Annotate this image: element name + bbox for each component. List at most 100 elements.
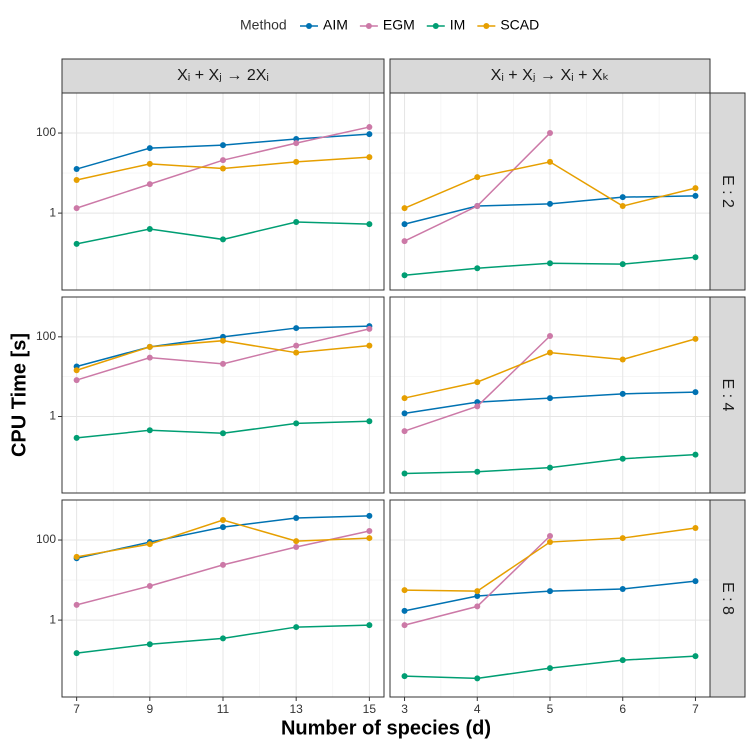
facet-strip <box>61 58 385 94</box>
data-point <box>474 603 481 610</box>
legend-title: Method <box>240 17 287 33</box>
legend-label: EGM <box>383 17 415 33</box>
y-tick-label: 1 <box>49 612 56 626</box>
data-point <box>366 528 373 535</box>
data-point <box>293 538 300 545</box>
facet-strip <box>709 296 746 494</box>
data-point <box>220 360 226 367</box>
data-point <box>547 158 553 165</box>
x-tick-label: 4 <box>474 702 481 716</box>
x-tick-label: 7 <box>73 702 80 716</box>
data-point <box>73 377 80 384</box>
facet-strip <box>709 499 746 698</box>
data-point <box>401 395 408 402</box>
data-point <box>366 418 373 425</box>
x-axis-label: Number of species (d) <box>281 717 491 739</box>
data-point <box>547 395 553 402</box>
legend-swatch-point <box>483 23 490 29</box>
data-point <box>401 221 408 228</box>
x-tick-label: 11 <box>217 702 230 716</box>
data-point <box>146 226 153 233</box>
data-point <box>692 578 699 585</box>
y-tick-label: 100 <box>36 532 56 546</box>
x-tick-label: 13 <box>290 702 304 716</box>
panel-border <box>389 499 711 698</box>
data-point <box>366 154 373 161</box>
data-point <box>474 174 481 181</box>
data-point <box>146 427 153 434</box>
data-point <box>293 543 300 550</box>
panel-border <box>389 92 711 291</box>
data-point <box>73 367 80 374</box>
y-tick-label: 100 <box>36 329 56 343</box>
legend-swatch-point <box>365 23 372 29</box>
data-point <box>293 420 300 427</box>
legend-label: AIM <box>323 17 348 33</box>
data-point <box>474 592 481 599</box>
data-point <box>73 601 80 608</box>
data-point <box>547 260 553 267</box>
data-point <box>293 325 300 332</box>
data-point <box>401 587 408 594</box>
data-point <box>619 455 626 462</box>
facet-strip <box>709 92 746 291</box>
data-point <box>401 607 408 614</box>
data-point <box>220 517 226 524</box>
data-point <box>73 166 80 173</box>
data-point <box>692 451 699 458</box>
data-point <box>619 390 626 397</box>
data-point <box>474 588 481 595</box>
data-point <box>366 221 373 228</box>
data-point <box>692 192 699 199</box>
x-tick-label: 7 <box>692 702 699 716</box>
data-point <box>474 379 481 386</box>
legend-swatch-point <box>432 23 439 29</box>
data-point <box>547 130 553 137</box>
data-point <box>619 356 626 363</box>
data-point <box>73 553 80 560</box>
legend-label: IM <box>450 17 466 33</box>
data-point <box>220 524 226 531</box>
data-point <box>146 583 153 590</box>
data-point <box>293 624 300 631</box>
data-point <box>293 218 300 225</box>
data-point <box>401 205 408 212</box>
x-tick-label: 15 <box>363 702 377 716</box>
facet-strip-label: E : 8 <box>719 582 736 615</box>
legend-swatch-point <box>306 23 312 29</box>
data-point <box>547 539 553 546</box>
y-tick-label: 1 <box>49 409 56 423</box>
data-point <box>73 177 80 184</box>
y-tick-label: 100 <box>36 125 56 139</box>
data-point <box>146 541 153 548</box>
data-point <box>366 131 373 138</box>
data-point <box>547 200 553 207</box>
data-point <box>401 470 408 477</box>
data-point <box>619 261 626 268</box>
data-point <box>547 533 553 540</box>
panel-border <box>61 499 385 698</box>
data-point <box>146 160 153 167</box>
data-point <box>146 343 153 350</box>
data-point <box>474 203 481 210</box>
data-point <box>547 332 553 339</box>
data-point <box>293 135 300 142</box>
data-point <box>220 236 226 243</box>
data-point <box>692 185 699 192</box>
data-point <box>366 342 373 349</box>
x-tick-label: 5 <box>547 702 554 716</box>
legend-label: SCAD <box>500 17 539 33</box>
data-point <box>73 205 80 212</box>
facet-strip-label: E : 2 <box>719 175 736 208</box>
data-point <box>474 403 481 410</box>
data-point <box>220 157 226 164</box>
data-point <box>220 635 226 642</box>
data-point <box>401 410 408 417</box>
data-point <box>619 203 626 210</box>
data-point <box>474 468 481 475</box>
data-point <box>366 325 373 332</box>
data-point <box>293 349 300 356</box>
data-point <box>547 464 553 471</box>
data-point <box>73 240 80 247</box>
data-point <box>401 238 408 245</box>
